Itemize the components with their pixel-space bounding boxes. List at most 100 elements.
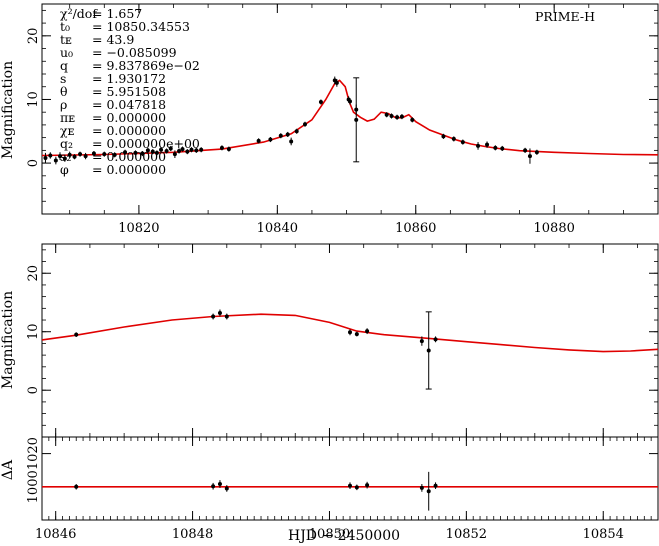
y-tick-label: 10 (26, 91, 41, 108)
data-point (285, 132, 290, 137)
data-point (62, 156, 67, 161)
plot-frame (41, 3, 659, 215)
data-point (57, 154, 62, 159)
y-tick-label: 1000 (26, 470, 41, 503)
x-tick-label: 10848 (172, 527, 213, 542)
param-name: u₀ (60, 45, 73, 60)
data-point (180, 147, 185, 152)
data-point (189, 147, 194, 152)
data-point (354, 117, 359, 122)
param-value: = 0.000000 (92, 110, 166, 125)
model-curve (41, 313, 659, 353)
data-point (318, 100, 323, 104)
data-point (451, 136, 456, 141)
data-point (460, 140, 465, 145)
x-tick-label: 10854 (583, 527, 624, 542)
param-name: s₂ (60, 149, 71, 164)
data-point (289, 139, 294, 144)
data-point (53, 158, 58, 163)
data-point (154, 150, 159, 155)
data-point (433, 483, 438, 488)
param-value: = 43.9 (92, 32, 134, 47)
data-point (43, 156, 48, 160)
data-point (365, 483, 370, 488)
param-value: = −0.085099 (92, 45, 177, 60)
data-point (74, 484, 79, 489)
x-tick-label: 10880 (534, 221, 575, 236)
x-tick-label: 10840 (257, 221, 298, 236)
data-point (500, 146, 505, 151)
x-tick-label: 10846 (35, 527, 76, 542)
data-point (194, 148, 199, 153)
data-point (112, 152, 117, 157)
data-point (278, 133, 283, 138)
y-tick-label: 1020 (26, 437, 41, 470)
param-value: = 10850.34553 (92, 19, 190, 34)
panel-full: 10820 10840 10860 10880 0 10 20 (26, 3, 659, 236)
param-value: = 1.657 (92, 6, 142, 21)
data-point (534, 150, 539, 155)
data-point (384, 112, 389, 117)
data-point (78, 152, 83, 157)
data-point (168, 146, 173, 151)
data-point (354, 332, 359, 337)
plot-frame (41, 436, 659, 521)
x-tick-label: 10852 (446, 527, 487, 542)
data-point (493, 145, 498, 150)
data-point (145, 148, 150, 153)
data-point (67, 152, 72, 157)
param-name: tᴇ (60, 32, 72, 47)
data-point (102, 152, 107, 157)
param-value: = 0.000000 (92, 162, 166, 177)
data-point (426, 348, 431, 353)
data-point (164, 149, 169, 153)
data-point (294, 129, 299, 134)
data-point (334, 80, 339, 85)
data-point (219, 145, 224, 150)
data-point (365, 329, 370, 334)
param-name: t₀ (60, 19, 70, 34)
data-point (211, 484, 216, 489)
data-point (224, 486, 229, 491)
y-tick-label: 20 (26, 28, 41, 45)
data-point (419, 339, 424, 344)
y-tick-label: 0 (26, 159, 41, 167)
xlabel: HJD − 2450000 (288, 528, 400, 544)
x-tick-label: 10850 (309, 527, 350, 542)
data-point (172, 152, 177, 157)
data-point (433, 337, 438, 342)
data-point (354, 485, 359, 490)
data-point (74, 332, 79, 337)
y-tick-label: 0 (26, 386, 41, 394)
y-tick-label: 20 (26, 265, 41, 282)
plot-frame (41, 243, 659, 438)
x-tick-label: 10860 (395, 221, 436, 236)
ylabel-full: Magnification (0, 61, 16, 159)
x-tick-label: 10820 (118, 221, 159, 236)
data-point (348, 99, 352, 104)
data-point (123, 150, 128, 155)
param-name: θ (60, 84, 68, 99)
param-name: s (60, 71, 66, 86)
y-tick-label: 10 (26, 323, 41, 340)
data-point (211, 314, 216, 319)
data-point (133, 150, 138, 155)
data-point (485, 142, 490, 147)
data-point (303, 122, 308, 127)
data-point (150, 149, 155, 154)
data-point (395, 115, 400, 120)
data-point (224, 314, 229, 319)
param-value: = 0.000000e+00 (92, 136, 200, 151)
data-point (48, 153, 53, 158)
data-point (268, 137, 273, 142)
param-name: φ (60, 162, 69, 177)
data-point (476, 143, 481, 148)
panel-zoom: 0 10 20 (26, 243, 659, 438)
param-name: q (60, 58, 68, 73)
data-point (389, 114, 394, 118)
data-point (410, 117, 415, 122)
data-point (226, 147, 231, 152)
param-value: = 9.837869e−02 (92, 58, 200, 73)
